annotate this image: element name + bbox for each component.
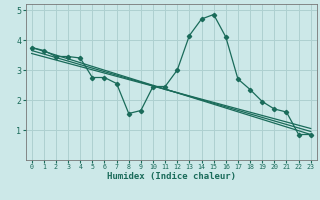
X-axis label: Humidex (Indice chaleur): Humidex (Indice chaleur) <box>107 172 236 181</box>
